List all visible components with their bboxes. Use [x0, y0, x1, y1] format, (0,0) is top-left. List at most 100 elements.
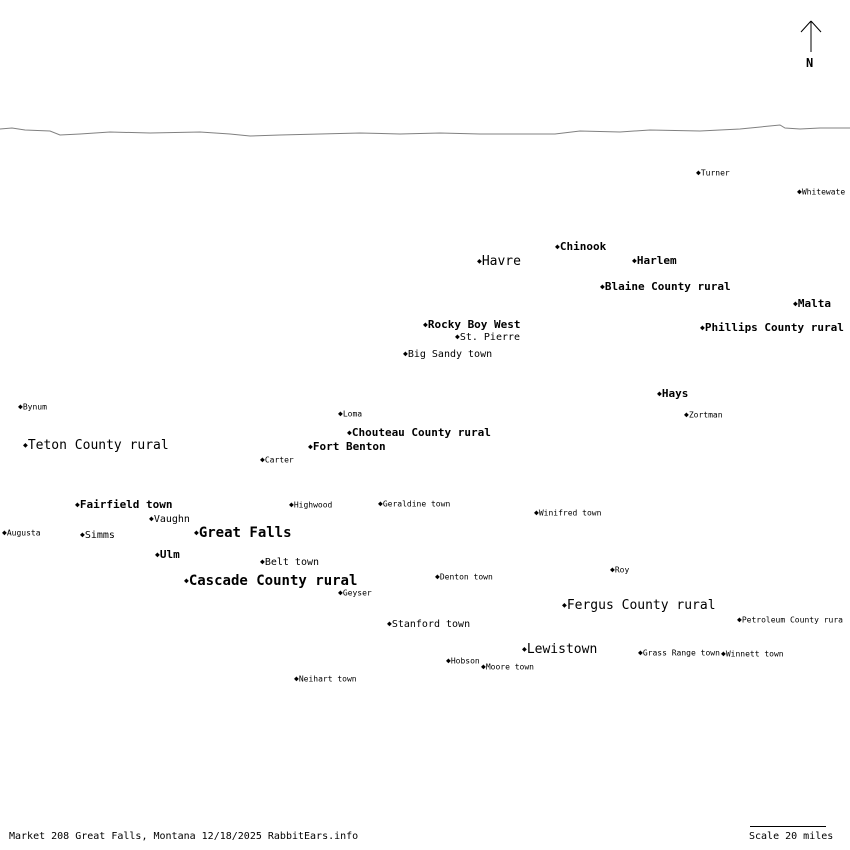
place-marker: ◆ — [338, 409, 343, 418]
place-label: ◆Whitewate — [797, 188, 845, 197]
place-marker: ◆ — [481, 662, 486, 671]
place-name: Fairfield town — [79, 498, 173, 511]
place-name: Bynum — [22, 402, 47, 412]
place-marker: ◆ — [696, 168, 701, 177]
north-arrow-icon — [800, 20, 822, 52]
place-label: ◆Malta — [793, 298, 831, 309]
place-name: Geyser — [342, 588, 372, 598]
place-marker: ◆ — [562, 600, 567, 610]
place-name: Turner — [700, 168, 730, 178]
place-marker: ◆ — [610, 565, 615, 574]
place-marker: ◆ — [737, 615, 742, 624]
place-name: Carter — [264, 455, 294, 465]
place-name: Zortman — [688, 410, 723, 420]
place-label: ◆Zortman — [684, 411, 723, 420]
place-name: Augusta — [6, 528, 41, 538]
place-marker: ◆ — [600, 282, 605, 291]
place-label: ◆Bynum — [18, 403, 47, 412]
place-name: Malta — [797, 297, 831, 310]
place-marker: ◆ — [700, 323, 705, 332]
place-marker: ◆ — [657, 389, 662, 398]
place-label: ◆Fort Benton — [308, 441, 386, 452]
place-label: ◆Petroleum County rura — [737, 616, 843, 625]
place-label: ◆Neihart town — [294, 675, 357, 684]
place-marker: ◆ — [423, 320, 428, 329]
place-marker: ◆ — [378, 499, 383, 508]
place-label: ◆Simms — [80, 531, 115, 541]
place-label: ◆Highwood — [289, 501, 332, 510]
scale-label: Scale 20 miles — [749, 831, 834, 842]
place-name: Ulm — [159, 548, 180, 561]
place-label: ◆Geraldine town — [378, 500, 450, 509]
place-name: Simms — [84, 530, 115, 541]
place-label: ◆Ulm — [155, 549, 180, 560]
place-marker: ◆ — [632, 256, 637, 265]
place-label: ◆Blaine County rural — [600, 281, 731, 292]
place-label: ◆Vaughn — [149, 515, 190, 525]
place-marker: ◆ — [289, 500, 294, 509]
place-label: ◆Chouteau County rural — [347, 427, 491, 438]
place-name: Great Falls — [198, 525, 292, 541]
place-label: ◆Harlem — [632, 255, 677, 266]
place-name: Chouteau County rural — [351, 426, 491, 439]
place-marker: ◆ — [555, 242, 560, 251]
place-name: Fergus County rural — [566, 598, 716, 613]
place-name: Winnett town — [725, 649, 784, 659]
place-label: ◆Great Falls — [194, 526, 292, 540]
place-marker: ◆ — [347, 428, 352, 437]
place-name: Loma — [342, 409, 363, 419]
place-marker: ◆ — [387, 619, 392, 628]
place-marker: ◆ — [75, 500, 80, 509]
place-marker: ◆ — [455, 332, 460, 341]
place-label: ◆Moore town — [481, 663, 534, 672]
place-marker: ◆ — [477, 256, 482, 266]
place-marker: ◆ — [260, 557, 265, 566]
place-label: ◆Winnett town — [721, 650, 784, 659]
place-name: Chinook — [559, 240, 607, 253]
place-label: ◆Geyser — [338, 589, 372, 598]
map-footer-caption: Market 208 Great Falls, Montana 12/18/20… — [9, 831, 359, 842]
place-name: Belt town — [264, 557, 320, 568]
place-label: ◆Fergus County rural — [562, 599, 716, 612]
place-label: ◆Roy — [610, 566, 629, 575]
place-label: ◆Augusta — [2, 529, 41, 538]
place-marker: ◆ — [435, 572, 440, 581]
place-marker: ◆ — [446, 656, 451, 665]
place-marker: ◆ — [2, 528, 7, 537]
place-marker: ◆ — [534, 508, 539, 517]
place-label: ◆Havre — [477, 255, 521, 268]
place-name: Big Sandy town — [407, 349, 493, 360]
place-name: Whitewate — [801, 187, 846, 197]
place-name: Petroleum County rura — [741, 615, 843, 625]
place-name: Moore town — [485, 662, 534, 672]
place-name: Havre — [481, 254, 521, 269]
place-marker: ◆ — [18, 402, 23, 411]
place-marker: ◆ — [797, 187, 802, 196]
place-marker: ◆ — [522, 644, 527, 654]
place-label: ◆Winifred town — [534, 509, 601, 518]
place-name: Blaine County rural — [604, 280, 731, 293]
place-marker: ◆ — [721, 649, 726, 658]
place-name: Harlem — [636, 254, 677, 267]
place-name: Winifred town — [538, 508, 602, 518]
place-label: ◆Fairfield town — [75, 499, 173, 510]
place-name: Grass Range town — [642, 648, 720, 658]
place-name: Denton town — [439, 572, 493, 582]
place-name: Cascade County rural — [188, 573, 358, 589]
place-marker: ◆ — [23, 440, 28, 450]
place-label: ◆Denton town — [435, 573, 493, 582]
place-name: St. Pierre — [459, 332, 521, 343]
place-marker: ◆ — [149, 514, 154, 523]
place-name: Teton County rural — [27, 438, 169, 453]
place-name: Fort Benton — [312, 440, 386, 453]
place-name: Stanford town — [391, 619, 471, 630]
place-marker: ◆ — [80, 530, 85, 539]
place-label: ◆Belt town — [260, 558, 319, 568]
place-name: Phillips County rural — [704, 321, 844, 334]
place-marker: ◆ — [294, 674, 299, 683]
place-label: ◆Hays — [657, 388, 688, 399]
place-name: Hobson — [450, 656, 480, 666]
place-marker: ◆ — [403, 349, 408, 358]
